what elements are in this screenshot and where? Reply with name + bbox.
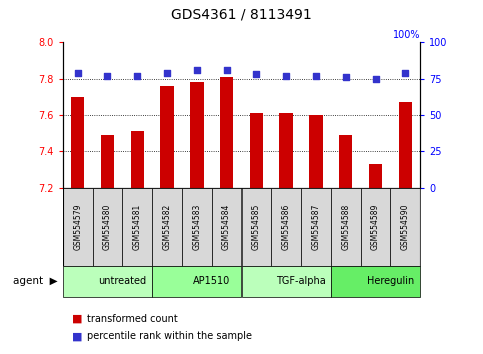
- Bar: [398, 102, 412, 188]
- Bar: [361, 188, 390, 266]
- Text: ■: ■: [72, 314, 83, 324]
- Text: GSM554582: GSM554582: [163, 204, 171, 250]
- Text: GSM554583: GSM554583: [192, 203, 201, 250]
- Bar: [160, 86, 174, 188]
- Bar: [242, 188, 271, 266]
- Text: GSM554584: GSM554584: [222, 203, 231, 250]
- Text: 100%: 100%: [393, 30, 420, 40]
- Text: percentile rank within the sample: percentile rank within the sample: [87, 331, 252, 341]
- Text: ■: ■: [72, 331, 83, 341]
- Bar: [122, 188, 152, 266]
- Point: [342, 74, 350, 80]
- Point: [312, 73, 320, 79]
- Bar: [130, 131, 144, 188]
- Bar: [250, 113, 263, 188]
- Point: [133, 73, 141, 79]
- Point: [104, 73, 112, 79]
- Text: GSM554589: GSM554589: [371, 203, 380, 250]
- Text: GSM554585: GSM554585: [252, 203, 261, 250]
- Text: GSM554581: GSM554581: [133, 204, 142, 250]
- Text: Heregulin: Heregulin: [367, 276, 414, 286]
- Text: AP1510: AP1510: [193, 276, 230, 286]
- Bar: [182, 188, 212, 266]
- Text: untreated: untreated: [99, 276, 146, 286]
- Bar: [301, 188, 331, 266]
- Bar: [101, 135, 114, 188]
- Bar: [63, 188, 93, 266]
- Point: [74, 70, 82, 76]
- Bar: [271, 188, 301, 266]
- Bar: [280, 113, 293, 188]
- Text: GSM554588: GSM554588: [341, 204, 350, 250]
- Text: transformed count: transformed count: [87, 314, 178, 324]
- Point: [193, 67, 201, 73]
- Text: GSM554586: GSM554586: [282, 203, 291, 250]
- Text: GSM554579: GSM554579: [73, 203, 82, 250]
- Bar: [212, 188, 242, 266]
- Text: GSM554580: GSM554580: [103, 203, 112, 250]
- Bar: [331, 266, 420, 297]
- Bar: [152, 266, 242, 297]
- Text: GSM554590: GSM554590: [401, 203, 410, 250]
- Bar: [309, 115, 323, 188]
- Bar: [242, 266, 331, 297]
- Text: GSM554587: GSM554587: [312, 203, 320, 250]
- Point: [163, 70, 171, 76]
- Point: [372, 76, 380, 81]
- Text: GDS4361 / 8113491: GDS4361 / 8113491: [171, 7, 312, 21]
- Bar: [93, 188, 122, 266]
- Bar: [152, 188, 182, 266]
- Bar: [331, 188, 361, 266]
- Bar: [63, 266, 152, 297]
- Bar: [390, 188, 420, 266]
- Bar: [220, 77, 233, 188]
- Text: agent  ▶: agent ▶: [14, 276, 58, 286]
- Point: [223, 67, 230, 73]
- Text: TGF-alpha: TGF-alpha: [276, 276, 326, 286]
- Point: [401, 70, 409, 76]
- Bar: [369, 164, 382, 188]
- Point: [282, 73, 290, 79]
- Bar: [339, 135, 353, 188]
- Point: [253, 72, 260, 77]
- Bar: [190, 82, 203, 188]
- Bar: [71, 97, 85, 188]
